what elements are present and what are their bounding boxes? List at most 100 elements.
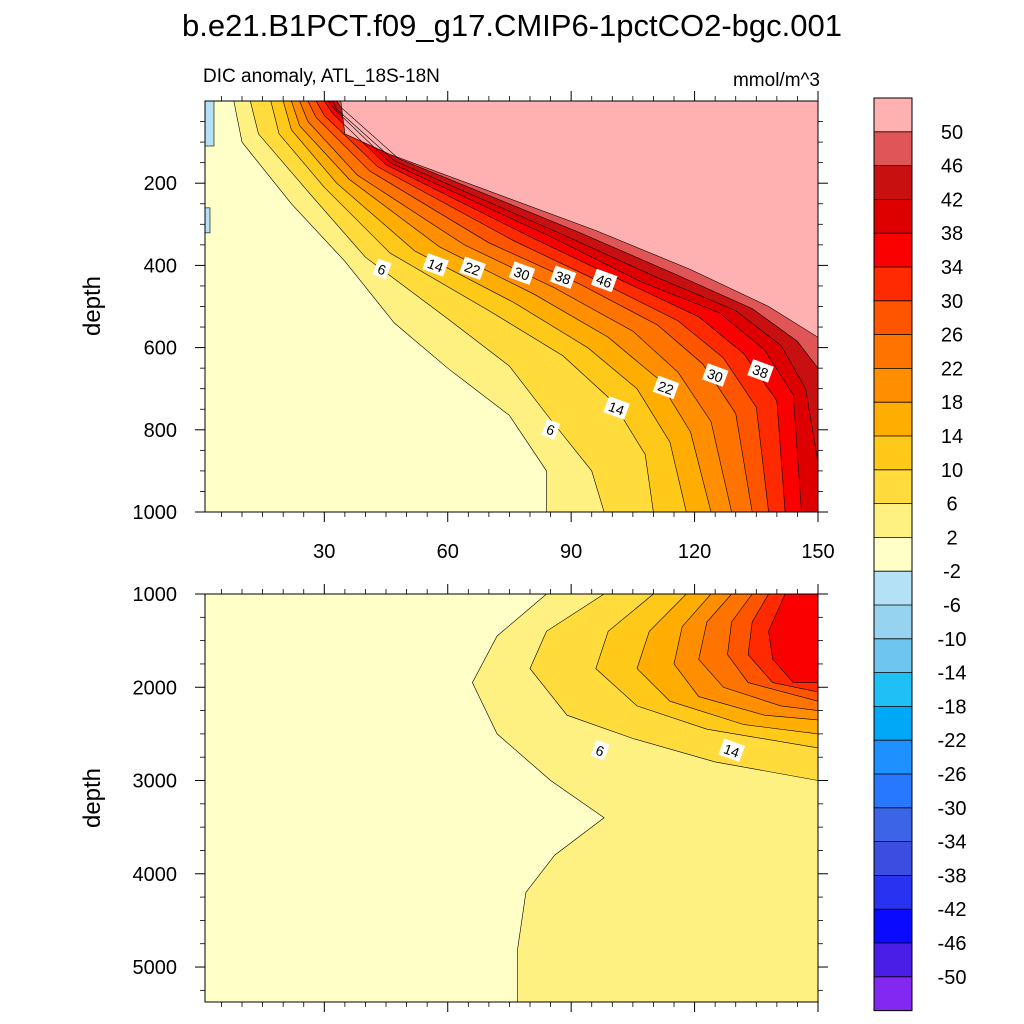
colorbar-swatch (874, 841, 912, 876)
contour-line-26 (307, 101, 753, 512)
colorbar-label: -30 (938, 798, 967, 820)
contour-fill-negative (205, 207, 211, 234)
colorbar-label: -42 (938, 899, 967, 921)
colorbar-swatch (874, 638, 912, 674)
contour-label-box (603, 396, 630, 420)
contour-line-30 (747, 594, 818, 693)
colorbar-label: 6 (946, 494, 957, 516)
lower-ylabel: depth (79, 768, 106, 828)
contour-line-34 (324, 101, 786, 512)
contour-line-2 (472, 594, 605, 1002)
contour-label-box (590, 739, 610, 761)
upper-ylabel: depth (79, 276, 106, 336)
contour-line-2 (233, 101, 547, 512)
contour-line-22 (698, 594, 818, 711)
colorbar-swatch (874, 503, 912, 538)
colorbar-swatch (874, 165, 912, 200)
colorbar-label: -46 (938, 933, 967, 955)
colorbar-swatch (874, 875, 912, 910)
contour-label-box (459, 256, 486, 280)
colorbar-swatch (874, 976, 912, 1012)
colorbar-swatch (874, 740, 912, 775)
colorbar-label: -38 (938, 865, 967, 887)
contour-label: 38 (553, 268, 573, 288)
contour-line-10 (595, 594, 818, 749)
contour-label: 14 (606, 398, 626, 418)
contour-line-6 (250, 101, 605, 512)
colorbar-swatch (874, 909, 912, 944)
contour-line-6 (529, 594, 818, 781)
colorbar-label: 34 (941, 257, 963, 279)
y-tick-label: 2000 (133, 677, 178, 699)
x-tick-label: 30 (313, 541, 335, 563)
colorbar-swatch (874, 807, 912, 843)
contour-line-42 (332, 101, 818, 463)
colorbar-swatch (874, 334, 912, 369)
colorbar-label: 10 (941, 460, 963, 482)
colorbar-swatch (874, 402, 912, 437)
panel-left-subtitle: DIC anomaly, ATL_18S-18N (203, 66, 440, 87)
x-tick-label: 120 (678, 541, 711, 563)
contour-line-14 (636, 594, 818, 735)
contour-label: 22 (656, 378, 676, 398)
contour-label-box (718, 738, 746, 762)
colorbar-label: 42 (941, 189, 963, 211)
y-tick-label: 400 (144, 255, 177, 277)
contour-label-box (652, 375, 680, 400)
colorbar-label: -2 (943, 561, 961, 583)
contour-line-22 (299, 101, 732, 512)
contour-label-box (549, 265, 577, 289)
y-tick-label: 3000 (133, 771, 178, 793)
y-tick-label: 5000 (133, 957, 178, 979)
colorbar-label: 18 (941, 392, 963, 414)
colorbar-swatch (874, 233, 912, 268)
colorbar-label: 2 (946, 527, 957, 549)
colorbar-swatch (874, 199, 912, 234)
colorbar-label: 46 (941, 156, 963, 178)
colorbar-label: -14 (938, 663, 967, 685)
y-tick-label: 4000 (133, 864, 178, 886)
contour-label: 14 (722, 741, 742, 761)
contour-label-box (702, 363, 729, 387)
x-tick-label: 150 (801, 541, 834, 563)
contour-fill-negative (205, 101, 215, 147)
colorbar-swatch (874, 131, 912, 167)
contour-line-18 (673, 594, 818, 721)
contour-line-34 (768, 594, 818, 683)
colorbar-swatch (874, 672, 912, 707)
contour-label-box (508, 261, 536, 285)
contour-line-18 (291, 101, 712, 512)
contour-label: 14 (425, 255, 445, 275)
plot-frame (204, 593, 819, 1003)
panel-right-subtitle: mmol/m^3 (733, 70, 820, 91)
colorbar-swatch (874, 368, 912, 403)
contour-label: 22 (462, 259, 482, 279)
colorbar-label: -22 (938, 730, 967, 752)
colorbar-swatch (874, 98, 912, 133)
colorbar-label: 30 (941, 291, 963, 313)
contour-label: 30 (705, 365, 725, 385)
colorbar-swatch (874, 571, 912, 606)
colorbar-swatch (874, 706, 912, 741)
x-tick-label: 90 (560, 541, 582, 563)
contour-label-box (591, 268, 618, 293)
contour-label-box (541, 418, 561, 440)
contour-label-box (747, 359, 774, 383)
colorbar-label: -34 (938, 832, 967, 854)
colorbar-swatch (874, 300, 912, 336)
contour-line-38 (328, 101, 802, 512)
colorbar-swatch (874, 943, 912, 978)
colorbar-label: -50 (938, 967, 967, 989)
colorbar-swatch (874, 774, 912, 809)
contour-label: 46 (594, 271, 614, 291)
colorbar-label: -26 (938, 764, 967, 786)
colorbar-swatch (874, 605, 912, 640)
colorbar-label: 22 (941, 358, 963, 380)
contour-label: 38 (750, 361, 770, 381)
colorbar-label: -10 (938, 629, 967, 651)
contour-label-box (372, 258, 392, 280)
colorbar-swatch (874, 469, 912, 505)
contour-fill-50 (340, 101, 818, 338)
